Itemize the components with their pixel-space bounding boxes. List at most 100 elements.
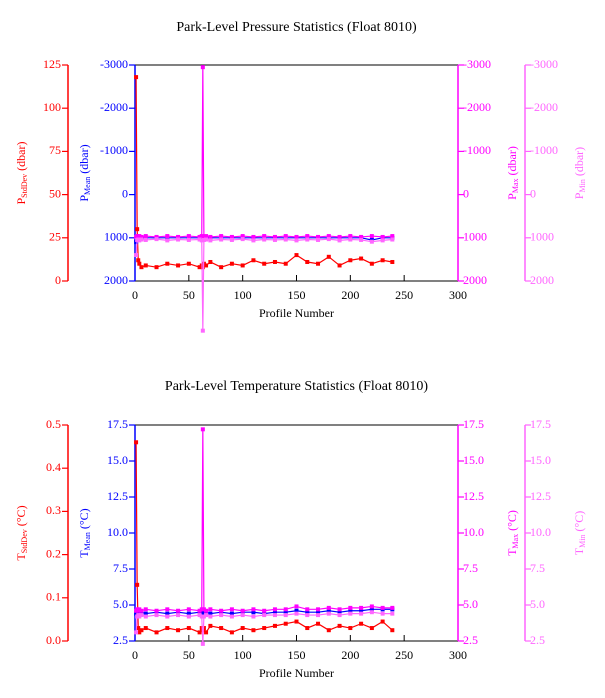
y-tick-label: -2000 <box>530 100 558 114</box>
point <box>283 234 288 239</box>
x-tick-label: 200 <box>341 288 359 302</box>
y-tick-label: -2000 <box>100 100 128 114</box>
point <box>316 261 321 266</box>
point <box>262 626 267 631</box>
point <box>229 234 234 239</box>
point <box>143 237 148 242</box>
label-unit: (dbar) <box>14 141 28 173</box>
point <box>135 227 140 232</box>
point <box>251 614 256 619</box>
label-unit: (dbar) <box>77 144 91 176</box>
point <box>165 261 170 266</box>
y-tick-label: 0.3 <box>46 503 61 517</box>
point <box>200 65 205 70</box>
y-axis-label: TMin (°C) <box>572 511 587 555</box>
point <box>359 605 364 610</box>
point <box>348 608 353 613</box>
label-unit: (°C) <box>505 510 519 534</box>
point <box>390 234 395 239</box>
point <box>199 234 204 239</box>
point <box>369 604 374 609</box>
y-tick-label: 2000 <box>530 273 554 287</box>
y-tick-label: 100 <box>43 100 61 114</box>
y-axis-label: PMax (dbar) <box>505 146 520 200</box>
point <box>176 263 181 268</box>
point <box>137 238 142 243</box>
point <box>305 234 310 239</box>
point <box>380 619 385 624</box>
point <box>139 237 144 242</box>
point <box>208 611 213 616</box>
point <box>380 234 385 239</box>
point <box>136 626 141 631</box>
point <box>197 630 202 635</box>
point <box>348 237 353 242</box>
y-tick-label: 75 <box>49 143 61 157</box>
point <box>262 234 267 239</box>
point <box>154 265 159 270</box>
point <box>272 607 277 612</box>
point <box>337 623 342 628</box>
point <box>200 641 205 646</box>
point <box>204 237 209 242</box>
point <box>251 234 256 239</box>
point <box>154 608 159 613</box>
y-tick-label: 1000 <box>463 230 487 244</box>
point <box>359 611 364 616</box>
point <box>208 614 213 619</box>
label-subscript: Mean <box>83 532 92 550</box>
point <box>369 239 374 244</box>
point <box>380 258 385 263</box>
x-tick-label: 300 <box>449 648 467 662</box>
y-tick-label: 17.5 <box>530 417 551 431</box>
x-tick-label: 50 <box>183 648 195 662</box>
point <box>143 607 148 612</box>
label-unit: (dbar) <box>572 147 586 179</box>
label-symbol: T <box>77 550 91 558</box>
point <box>390 628 395 633</box>
point <box>251 607 256 612</box>
point <box>154 234 159 239</box>
point <box>139 613 144 618</box>
label-unit: (°C) <box>77 508 91 532</box>
point <box>201 614 206 619</box>
point <box>262 608 267 613</box>
point <box>390 259 395 264</box>
y-tick-label: 1000 <box>104 230 128 244</box>
point <box>208 238 213 243</box>
point <box>283 607 288 612</box>
label-symbol: T <box>505 548 519 556</box>
y-axis-label: PMin (dbar) <box>572 147 587 199</box>
point <box>186 261 191 266</box>
label-unit: (°C) <box>572 511 586 535</box>
point <box>186 234 191 239</box>
series-line <box>135 67 393 238</box>
point <box>197 237 202 242</box>
x-tick-label: 100 <box>234 648 252 662</box>
point <box>305 607 310 612</box>
y-tick-label: 2.5 <box>463 633 478 647</box>
point <box>229 261 234 266</box>
point <box>283 261 288 266</box>
point <box>316 610 321 615</box>
label-subscript: Mean <box>83 177 92 195</box>
point <box>204 263 209 268</box>
point <box>326 628 331 633</box>
y-tick-label: 12.5 <box>463 489 484 503</box>
y-tick-label: 2.5 <box>113 633 128 647</box>
y-tick-label: 15.0 <box>463 453 484 467</box>
point <box>154 613 159 618</box>
y-tick-label: -1000 <box>463 143 491 157</box>
point <box>348 234 353 239</box>
point <box>305 259 310 264</box>
point <box>229 614 234 619</box>
point <box>240 263 245 268</box>
series-line <box>135 429 393 612</box>
point <box>316 237 321 242</box>
point <box>137 607 142 612</box>
point <box>176 608 181 613</box>
point <box>316 234 321 239</box>
point <box>283 237 288 242</box>
point <box>359 237 364 242</box>
point <box>176 628 181 633</box>
